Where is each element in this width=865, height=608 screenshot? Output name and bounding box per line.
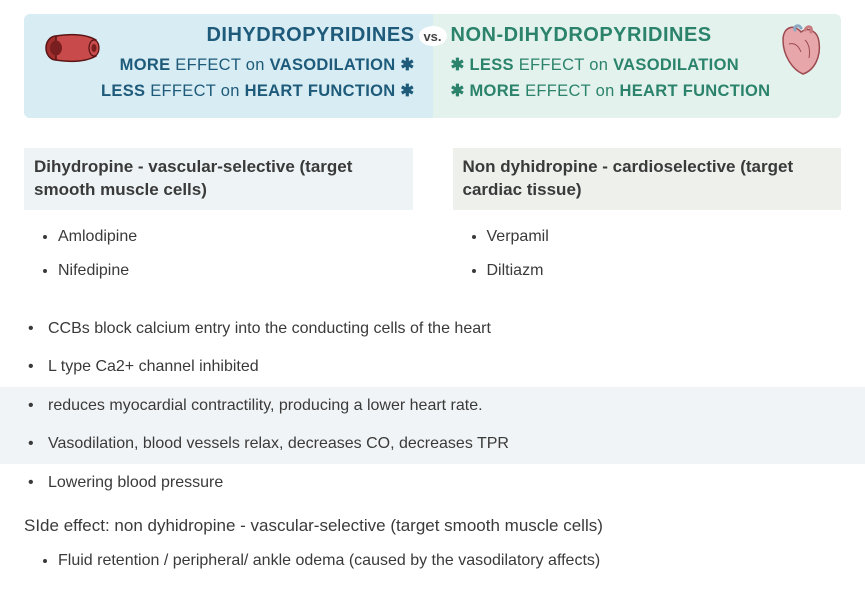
right-line2-mid: EFFECT on — [520, 82, 619, 100]
col-left-header: Dihydropine - vascular-selective (target… — [24, 148, 413, 210]
drug-columns: Dihydropine - vascular-selective (target… — [0, 148, 865, 288]
mechanism-list: CCBs block calcium entry into the conduc… — [0, 310, 865, 502]
right-line2-target: HEART FUNCTION — [620, 82, 771, 100]
left-line2-mid: EFFECT on — [145, 82, 244, 100]
left-line1-emph: MORE — [120, 56, 171, 74]
column-dihydropine: Dihydropine - vascular-selective (target… — [24, 148, 413, 288]
list-item: Vasodilation, blood vessels relax, decre… — [0, 425, 865, 463]
list-item: Amlodipine — [58, 220, 413, 254]
drug-list-left: Amlodipine Nifedipine — [24, 220, 413, 288]
list-item: CCBs block calcium entry into the conduc… — [0, 310, 865, 348]
left-line2-target: HEART FUNCTION — [245, 82, 396, 100]
list-item: L type Ca2+ channel inhibited — [0, 348, 865, 386]
right-line1-target: VASODILATION — [613, 56, 739, 74]
list-item: Lowering blood pressure — [0, 464, 865, 502]
left-line2-emph: LESS — [101, 82, 145, 100]
right-title: NON-DIHYDROPYRIDINES — [451, 24, 824, 47]
left-line1-target: VASODILATION — [270, 56, 396, 74]
side-effects-heading: SIde effect: non dyhidropine - vascular-… — [24, 516, 865, 536]
heart-icon — [775, 22, 827, 83]
list-item: Nifedipine — [58, 254, 413, 288]
right-line1-mid: EFFECT on — [514, 56, 613, 74]
banner-right-panel: NON-DIHYDROPYRIDINES ✱ LESS EFFECT on VA… — [433, 14, 842, 118]
list-item: Diltiazm — [487, 254, 842, 288]
right-line1-emph: LESS — [470, 56, 514, 74]
list-item: Verpamil — [487, 220, 842, 254]
banner-left-panel: DIHYDROPYRIDINES MORE EFFECT on VASODILA… — [24, 14, 433, 118]
comparison-banner: DIHYDROPYRIDINES MORE EFFECT on VASODILA… — [24, 14, 841, 118]
drug-list-right: Verpamil Diltiazm — [453, 220, 842, 288]
left-line-2: LESS EFFECT on HEART FUNCTION ✱ — [42, 79, 415, 105]
side-effects-list: Fluid retention / peripheral/ ankle odem… — [0, 546, 865, 576]
right-line-1: ✱ LESS EFFECT on VASODILATION — [451, 53, 824, 79]
list-item: reduces myocardial contractility, produc… — [0, 387, 865, 425]
list-item: Fluid retention / peripheral/ ankle odem… — [58, 546, 865, 576]
column-nondihydropine: Non dyhidropine - cardioselective (targe… — [453, 148, 842, 288]
col-right-header: Non dyhidropine - cardioselective (targe… — [453, 148, 842, 210]
right-line2-emph: MORE — [470, 82, 521, 100]
right-line-2: ✱ MORE EFFECT on HEART FUNCTION — [451, 79, 824, 105]
vs-badge: vs. — [419, 26, 447, 46]
blood-vessel-icon — [42, 28, 102, 73]
left-line1-mid: EFFECT on — [170, 56, 269, 74]
